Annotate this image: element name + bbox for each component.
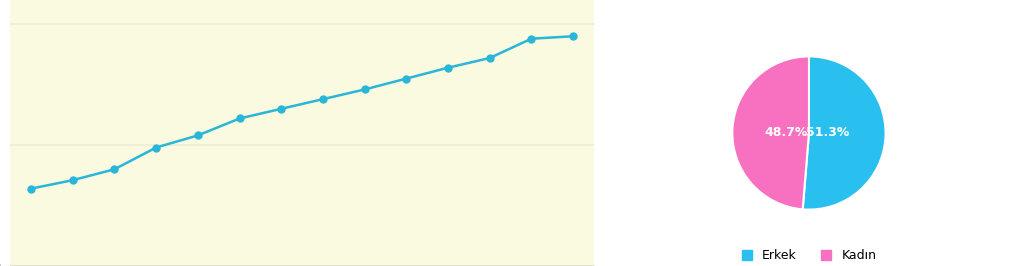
Legend: Erkek, Kadın: Erkek, Kadın [736,244,882,266]
NÜFUS [109,168,121,171]
Wedge shape [732,56,809,209]
Text: 48.7%: 48.7% [765,127,808,139]
NÜFUS [358,88,371,91]
NÜFUS [483,56,496,60]
Text: 51.3%: 51.3% [806,127,849,139]
Wedge shape [803,56,886,210]
Line: NÜFUS: NÜFUS [28,33,577,192]
NÜFUS [233,117,246,120]
NÜFUS [25,187,37,190]
NÜFUS [567,35,580,38]
NÜFUS [525,37,538,40]
NÜFUS [191,134,204,137]
NÜFUS [400,77,413,80]
NÜFUS [316,98,329,101]
NÜFUS [442,66,455,69]
NÜFUS [151,146,163,149]
NÜFUS [275,107,288,110]
NÜFUS [67,178,79,182]
